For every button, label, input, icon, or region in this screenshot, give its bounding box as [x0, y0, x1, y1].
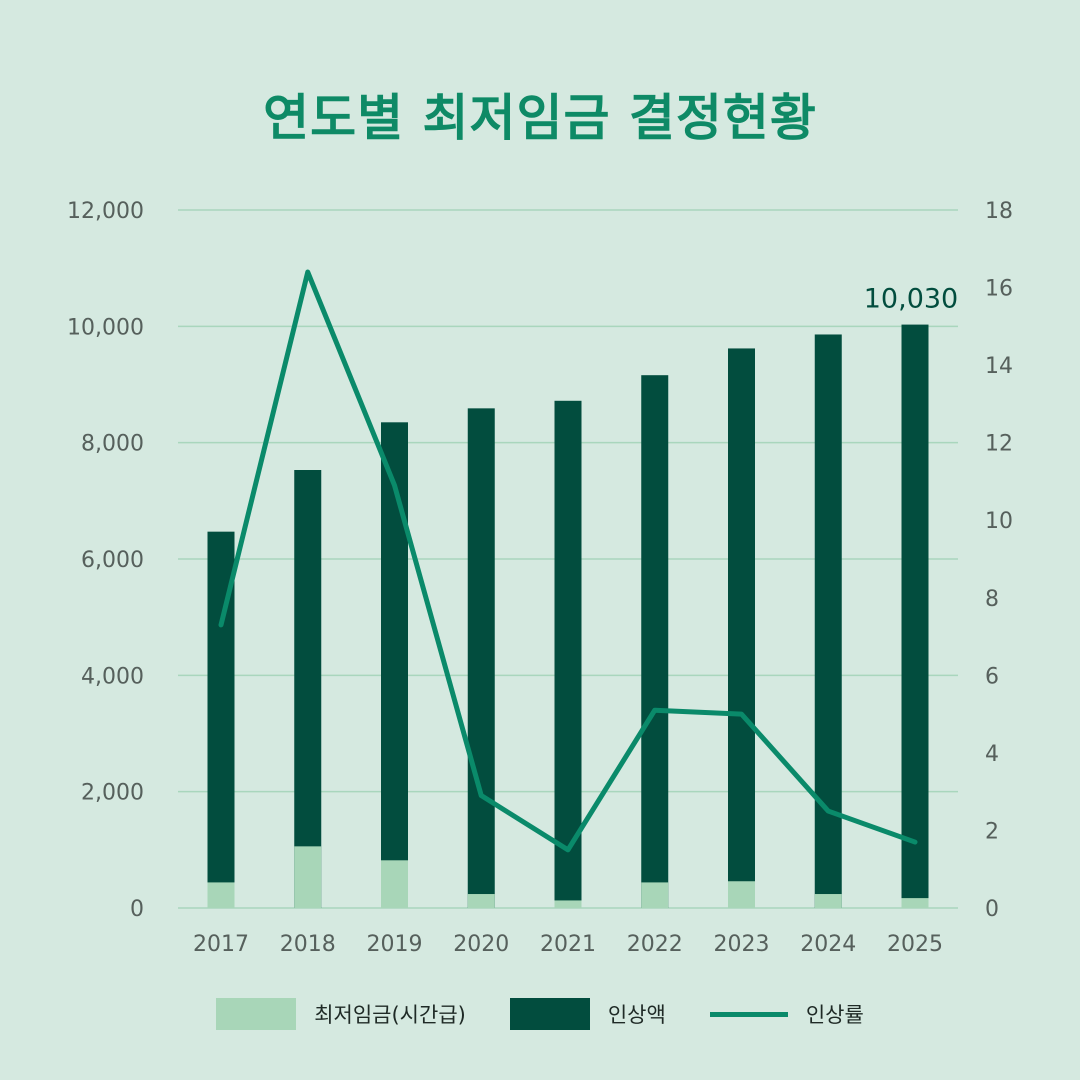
bar-increase-2020: [467, 894, 495, 908]
y-right-tick-label: 0: [985, 897, 999, 922]
legend-swatch-increase-rate: [709, 1011, 788, 1017]
y-left-tick-label: 0: [130, 897, 144, 922]
y-left-tick-label: 4,000: [81, 664, 144, 689]
y-left-tick-label: 2,000: [81, 781, 144, 806]
y-right-tick-label: 4: [985, 742, 999, 767]
chart-title: 연도별 최저임금 결정현황: [263, 89, 817, 147]
legend-swatch-wage: [216, 998, 297, 1030]
bar-increase-2023: [728, 881, 755, 908]
bar-increase-2022: [641, 882, 669, 908]
x-tick-label: 2021: [540, 932, 596, 957]
bar-wage-2024: [814, 334, 842, 908]
x-tick-label: 2020: [453, 932, 509, 957]
bar-increase-2018: [294, 846, 322, 908]
bar-wage-2018: [294, 470, 322, 908]
x-tick-label: 2024: [800, 932, 856, 957]
bar-increase-2021: [554, 900, 582, 908]
y-left-tick-label: 10,000: [67, 315, 144, 340]
legend: 최저임금(시간급) 인상액 인상률: [0, 998, 1080, 1030]
y-right-tick-label: 16: [985, 277, 1013, 302]
y-left-tick-label: 8,000: [81, 432, 144, 457]
y-left-tick-label: 6,000: [81, 548, 144, 573]
x-tick-label: 2018: [280, 932, 336, 957]
y-right-tick-label: 14: [985, 354, 1013, 379]
legend-item-wage: 최저임금(시간급): [216, 998, 466, 1030]
y-left-tick-label: 12,000: [67, 199, 144, 224]
x-tick-label: 2025: [887, 932, 943, 957]
bar-increase-2024: [814, 894, 842, 908]
bar-wage-2021: [554, 400, 582, 908]
legend-item-increase-rate: 인상률: [709, 999, 864, 1029]
data-label-max: 10,030: [864, 284, 958, 315]
bar-wage-2020: [467, 408, 495, 908]
bar-increase-2025: [901, 898, 929, 908]
bar-increase-2017: [207, 882, 235, 908]
bar-wage-2019: [381, 422, 408, 908]
y-right-tick-label: 2: [985, 819, 999, 844]
legend-label-increase-amount: 인상액: [607, 1003, 666, 1027]
x-tick-label: 2017: [193, 932, 249, 957]
y-right-tick-label: 18: [985, 199, 1013, 224]
bar-wage-2022: [641, 375, 669, 908]
legend-label-wage: 최저임금(시간급): [314, 1003, 466, 1027]
legend-item-increase-amount: 인상액: [509, 998, 666, 1030]
y-right-tick-label: 8: [985, 587, 999, 612]
axes: 0 2,000 4,000 6,000 8,000 10,000 12,000 0 2 4 6 8 10…: [67, 199, 1013, 957]
y-right-tick-label: 10: [985, 509, 1013, 534]
annotations: 10,030: [864, 284, 958, 315]
y-right-tick-label: 6: [985, 664, 999, 689]
bar-increase-2019: [381, 860, 408, 908]
bars: [207, 324, 929, 909]
bar-wage-2025: [901, 324, 929, 908]
x-tick-label: 2022: [627, 932, 683, 957]
x-tick-label: 2019: [367, 932, 423, 957]
bar-wage-2023: [728, 348, 755, 909]
legend-label-increase-rate: 인상률: [805, 1003, 864, 1027]
rate-line-group: [218, 269, 918, 853]
y-right-tick-label: 12: [985, 432, 1013, 457]
legend-swatch-increase-amount: [509, 998, 590, 1030]
x-tick-label: 2023: [714, 932, 770, 957]
